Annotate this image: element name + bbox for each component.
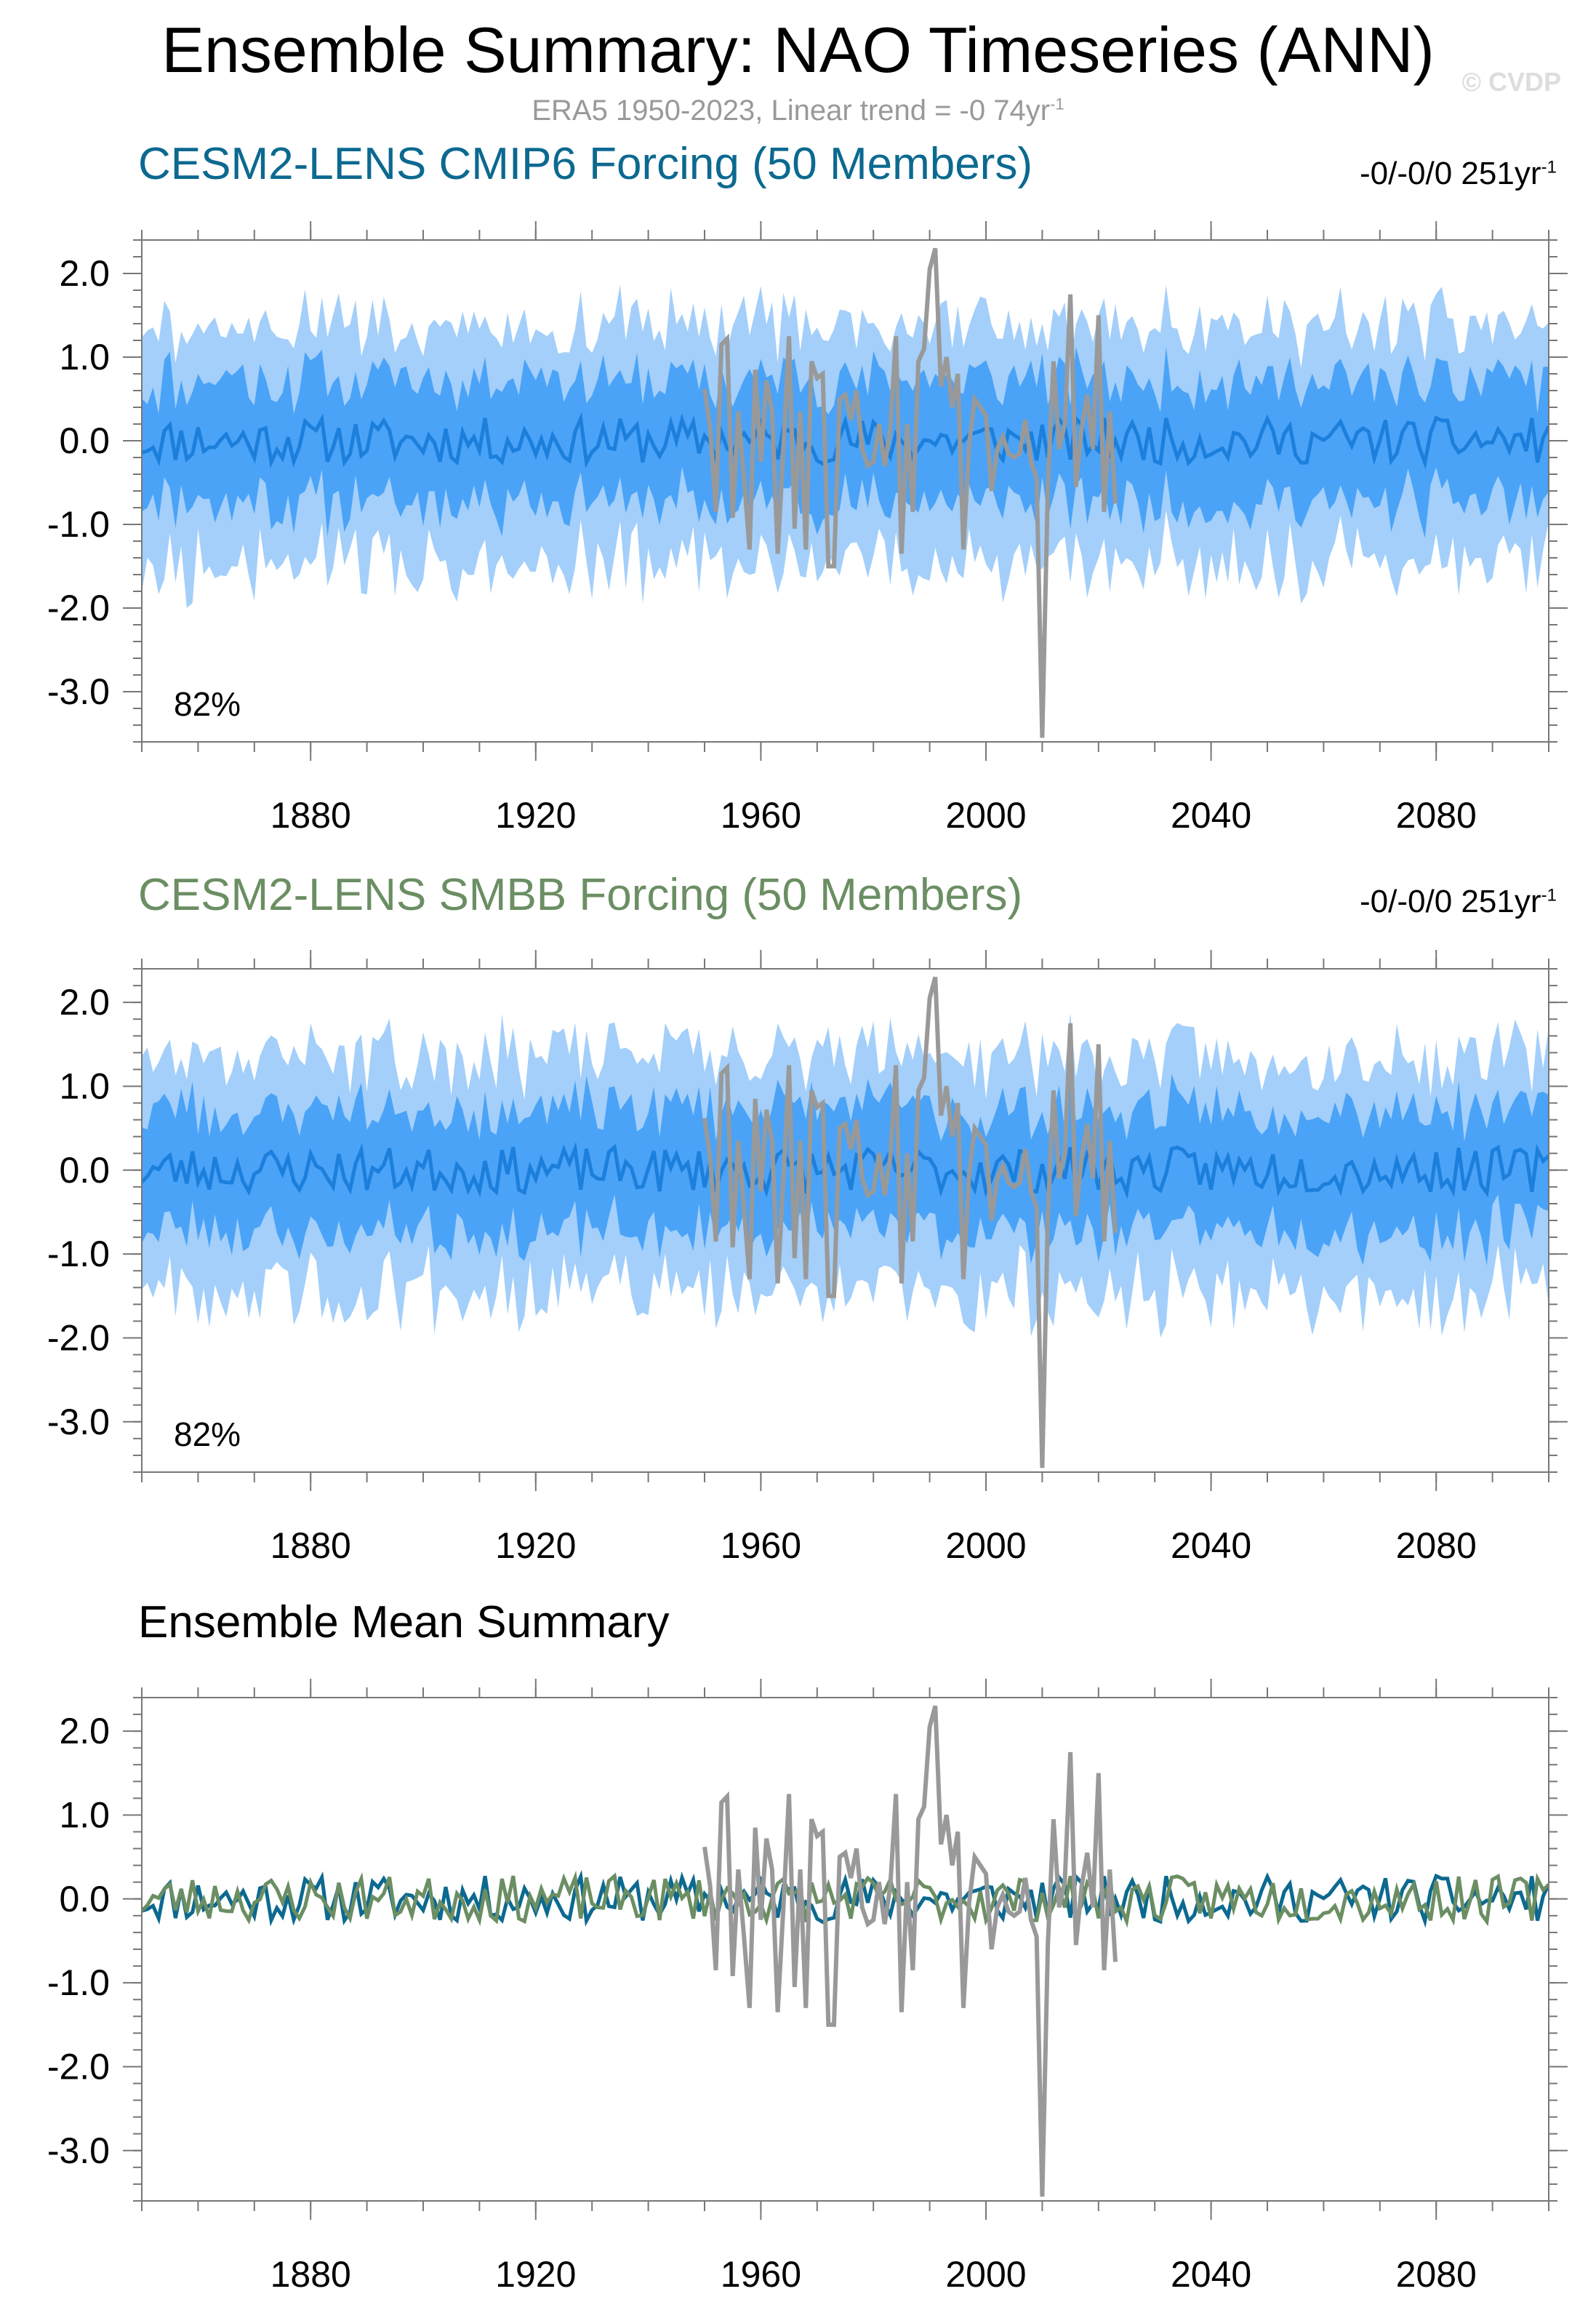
panel-1-plot-area	[142, 247, 1549, 738]
y-tick-label: -1.0	[47, 1234, 110, 1274]
panel-2-trend: -0/-0/0 251yr-1	[1360, 884, 1557, 920]
panel-1-ensemble-mean-line	[142, 412, 1549, 470]
x-tick-label: 1920	[495, 1525, 576, 1566]
y-tick-label: -2.0	[47, 2046, 110, 2087]
y-tick-label: -2.0	[47, 1317, 110, 1358]
x-tick-label: 2080	[1396, 1525, 1477, 1566]
x-tick-label: 2040	[1171, 2254, 1251, 2295]
panel-3-era5-line	[702, 1705, 1118, 2197]
x-tick-label: 1920	[495, 795, 576, 836]
x-tick-label: 1920	[495, 2254, 576, 2295]
x-tick-label: 2080	[1396, 795, 1477, 836]
obs-subtitle-unit-exponent: -1	[1050, 95, 1064, 113]
y-tick-label: 0.0	[59, 420, 110, 461]
obs-subtitle-text: ERA5 1950-2023, Linear trend = -0 74yr	[532, 95, 1051, 127]
y-tick-label: 1.0	[59, 1066, 110, 1106]
panel-1-inner-range-band	[142, 346, 1549, 538]
x-tick-label: 2040	[1171, 795, 1251, 836]
panel-3-frame	[141, 1697, 1549, 2202]
x-tick-label: 1880	[270, 795, 351, 836]
x-tick-label: 1960	[721, 1525, 801, 1566]
y-tick-label: -3.0	[47, 671, 110, 712]
x-tick-label: 1880	[270, 2254, 351, 2295]
panel-1-trend-exponent: -1	[1541, 157, 1557, 177]
panel-3-plot-area	[142, 1705, 1549, 2197]
y-tick-label: -3.0	[47, 2130, 110, 2171]
panel-1-era5-line	[702, 247, 1118, 738]
cvdp-watermark: © CVDP	[1461, 67, 1561, 97]
panel-1-trend-text: -0/-0/0 251yr	[1360, 156, 1541, 191]
x-tick-label: 2000	[945, 1525, 1026, 1566]
panel-2-percent-annotation: 82%	[174, 1415, 241, 1453]
panel-2-trend-exponent: -1	[1541, 885, 1557, 906]
y-tick-label: 1.0	[59, 1794, 110, 1835]
x-tick-label: 2000	[945, 795, 1026, 836]
x-tick-label: 1960	[721, 2254, 801, 2295]
panel-1-title: CESM2-LENS CMIP6 Forcing (50 Members)	[138, 139, 1032, 189]
y-tick-label: 2.0	[59, 1711, 110, 1751]
y-tick-label: 2.0	[59, 982, 110, 1023]
panel-2-title: CESM2-LENS SMBB Forcing (50 Members)	[138, 870, 1023, 920]
panel-2-trend-text: -0/-0/0 251yr	[1360, 884, 1541, 919]
y-tick-label: -1.0	[47, 1962, 110, 2003]
y-tick-label: 2.0	[59, 253, 110, 294]
panel-3-mean-line-2	[142, 1870, 1549, 1928]
y-tick-label: -2.0	[47, 588, 110, 628]
x-tick-label: 2080	[1396, 2254, 1477, 2295]
x-tick-label: 2040	[1171, 1525, 1251, 1566]
y-tick-label: 0.0	[59, 1879, 110, 1919]
x-tick-label: 2000	[945, 2254, 1026, 2295]
panel-2-era5-line	[702, 976, 1118, 1468]
x-tick-label: 1880	[270, 1525, 351, 1566]
obs-subtitle: ERA5 1950-2023, Linear trend = -0 74yr-1	[0, 95, 1596, 127]
panel-1-trend: -0/-0/0 251yr-1	[1360, 156, 1557, 192]
y-tick-label: -1.0	[47, 504, 110, 545]
y-tick-label: 0.0	[59, 1150, 110, 1191]
y-tick-label: 1.0	[59, 337, 110, 377]
panel-3-mean-line-1	[142, 1869, 1549, 1928]
x-tick-label: 1960	[721, 795, 801, 836]
y-tick-label: -3.0	[47, 1402, 110, 1442]
panel-2-ensemble-mean-line	[142, 1141, 1549, 1199]
panel-3-title: Ensemble Mean Summary	[138, 1597, 670, 1647]
panel-2-plot-area	[142, 976, 1549, 1468]
panel-1-percent-annotation: 82%	[174, 685, 241, 723]
page-title: Ensemble Summary: NAO Timeseries (ANN)	[161, 14, 1435, 86]
